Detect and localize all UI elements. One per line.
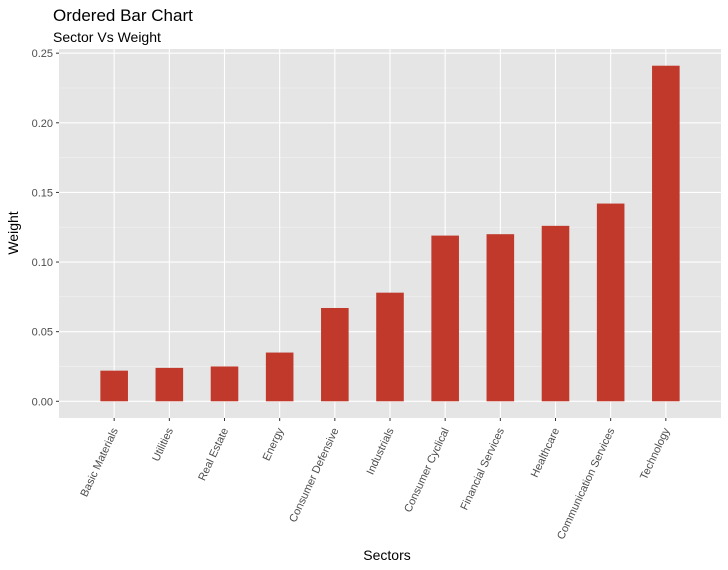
bar	[652, 65, 680, 402]
bar	[100, 370, 128, 402]
bar	[265, 352, 294, 402]
x-axis-ticks: Basic Materials Utilities Real Estate Energ…	[78, 418, 673, 542]
x-tick-label: Utilities	[150, 426, 176, 464]
bars	[100, 65, 680, 402]
y-tick-label: 0.20	[32, 118, 53, 130]
bar	[321, 307, 349, 402]
y-tick-label: 0.00	[32, 396, 53, 408]
bar	[155, 367, 184, 402]
x-tick-label: Energy	[261, 426, 287, 463]
x-tick-label: Consumer Defensive	[287, 426, 341, 524]
bar	[376, 292, 404, 402]
bar	[596, 203, 625, 402]
x-tick-label: Technology	[638, 426, 673, 482]
y-tick-label: 0.10	[32, 257, 53, 269]
y-tick-label: 0.15	[32, 187, 53, 199]
y-tick-label: 0.05	[32, 327, 53, 339]
bar	[541, 225, 570, 402]
x-tick-label: Communication Services	[555, 426, 618, 542]
bar	[486, 234, 515, 402]
x-tick-label: Industrials	[365, 426, 397, 477]
x-tick-label: Financial Services	[458, 426, 507, 512]
x-tick-label: Consumer Cyclical	[402, 426, 452, 514]
bar	[210, 366, 239, 402]
y-axis-title: Weight	[5, 211, 21, 254]
y-tick-label: 0.25	[32, 48, 53, 60]
x-axis-title: Sectors	[363, 547, 410, 563]
y-axis-ticks: 0.00 0.05 0.10 0.15 0.20 0.25	[32, 48, 59, 408]
x-tick-label: Real Estate	[196, 426, 231, 483]
x-tick-label: Basic Materials	[78, 426, 121, 499]
chart-subtitle: Sector Vs Weight	[53, 29, 161, 45]
bar	[431, 235, 459, 402]
x-tick-label: Healthcare	[529, 426, 562, 479]
chart-title: Ordered Bar Chart	[53, 6, 193, 25]
